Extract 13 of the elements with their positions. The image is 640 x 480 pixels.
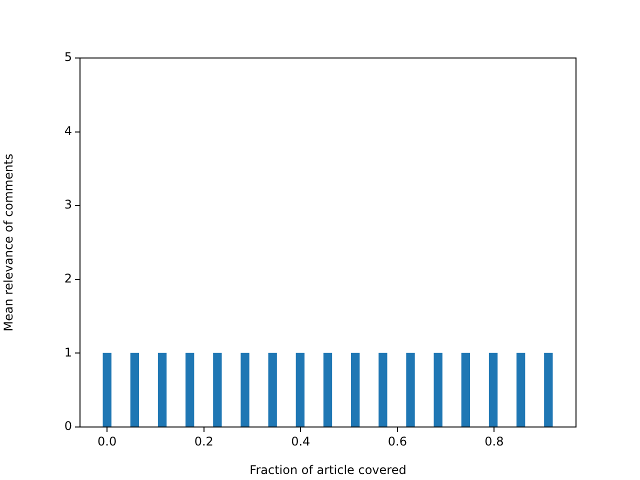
- y-tick-label: 0: [64, 419, 72, 434]
- x-tick-label: 0.8: [484, 434, 504, 448]
- x-axis-title: Fraction of article covered: [250, 462, 406, 477]
- y-tick-label: 3: [64, 198, 72, 212]
- y-tick-label: 4: [64, 124, 72, 138]
- x-tick-label: 0.2: [194, 434, 214, 448]
- x-tick-label: 0.0: [98, 434, 117, 448]
- x-tick-label: 0.6: [388, 434, 407, 448]
- y-axis-title: Mean relevance of comments: [1, 154, 16, 332]
- y-tick-label: 5: [64, 50, 72, 64]
- y-tick-label: 2: [64, 272, 72, 286]
- y-tick-label: 1: [64, 345, 72, 360]
- x-tick-label: 0.4: [291, 434, 310, 448]
